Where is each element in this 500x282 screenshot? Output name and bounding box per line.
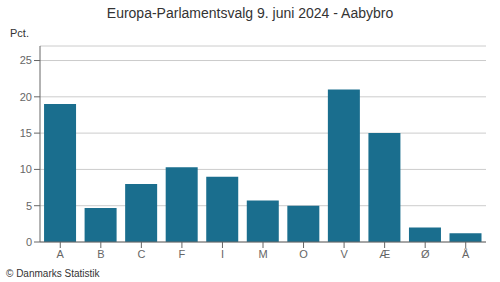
svg-text:Ø: Ø (421, 248, 430, 260)
html-text:© Danmarks Statistik: © Danmarks Statistik (6, 268, 100, 279)
svg-text:I: I (221, 248, 224, 260)
svg-text:10: 10 (20, 163, 32, 175)
svg-text:O: O (299, 248, 308, 260)
svg-text:M: M (258, 248, 267, 260)
svg-text:C: C (137, 248, 145, 260)
svg-text:25: 25 (20, 54, 32, 66)
svg-text:A: A (57, 248, 65, 260)
svg-text:B: B (97, 248, 104, 260)
html-text:Europa-Parlamentsvalg 9. juni: Europa-Parlamentsvalg 9. juni 2024 - Aab… (106, 5, 394, 21)
svg-text:20: 20 (20, 91, 32, 103)
svg-text:0: 0 (26, 236, 32, 248)
svg-text:5: 5 (26, 200, 32, 212)
svg-text:F: F (179, 248, 186, 260)
html-text:Pct.: Pct. (10, 27, 29, 39)
svg-text:Æ: Æ (379, 248, 390, 260)
svg-text:V: V (340, 248, 348, 260)
svg-text:Å: Å (462, 248, 470, 260)
svg-text:15: 15 (20, 127, 32, 139)
